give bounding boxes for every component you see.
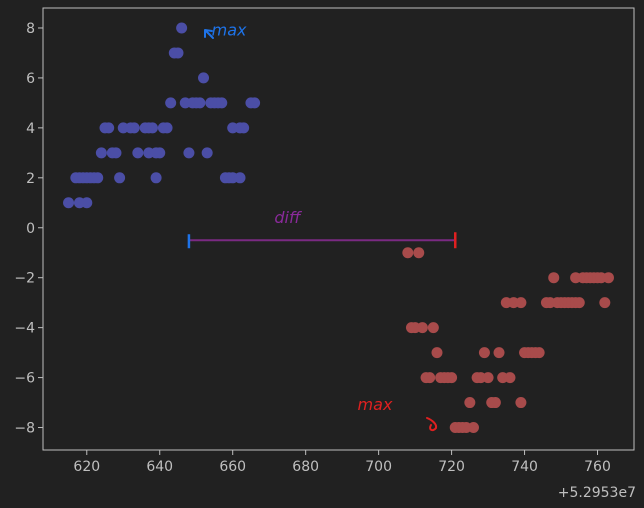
data-point: [161, 122, 173, 134]
y-tick-label: 2: [26, 171, 35, 187]
blue-max-arrow: [204, 29, 214, 39]
x-tick-label: 720: [438, 459, 465, 475]
data-point: [573, 297, 585, 309]
data-point: [482, 372, 494, 384]
data-point: [427, 322, 439, 334]
x-tick-label: 640: [146, 459, 173, 475]
data-point: [249, 97, 261, 109]
data-point: [515, 397, 527, 409]
x-tick-label: 700: [365, 459, 392, 475]
data-point: [194, 97, 206, 109]
data-point: [599, 297, 611, 309]
data-point: [467, 422, 479, 434]
y-tick-label: −6: [14, 371, 35, 387]
x-axis-offset-label: +5.2953e7: [558, 485, 636, 501]
data-point: [176, 22, 188, 34]
data-point: [154, 147, 166, 159]
x-tick-label: 760: [584, 459, 611, 475]
y-tick-label: −8: [14, 421, 35, 437]
x-tick-label: 680: [292, 459, 319, 475]
annotations: max max diff: [187, 20, 457, 432]
data-point: [504, 372, 516, 384]
data-point: [110, 147, 122, 159]
data-point: [95, 147, 107, 159]
data-point: [81, 197, 93, 209]
y-tick-label: 8: [26, 21, 35, 37]
data-point: [446, 372, 458, 384]
data-point: [489, 397, 501, 409]
data-point: [132, 147, 144, 159]
y-tick-label: −2: [14, 271, 35, 287]
plot-frame: [42, 7, 635, 451]
red-max-arrow: [426, 417, 438, 432]
data-point: [424, 372, 436, 384]
data-point: [183, 147, 195, 159]
data-point: [234, 172, 246, 184]
data-point: [146, 122, 158, 134]
y-tick-label: 4: [26, 121, 35, 137]
annotation-label: max: [358, 395, 393, 414]
data-point: [493, 347, 505, 359]
data-point: [478, 347, 490, 359]
axes: 620 640 660 680 700 720 740 760 −8 −6 −4 −2 0 2 4 6 8: [14, 21, 611, 475]
y-tick-label: 0: [26, 221, 35, 237]
data-point: [402, 247, 414, 259]
data-point: [201, 147, 213, 159]
data-point: [548, 272, 560, 284]
data-point: [464, 397, 476, 409]
data-point: [103, 122, 115, 134]
data-point: [413, 247, 425, 259]
data-point: [172, 47, 184, 59]
data-point: [165, 97, 177, 109]
annotation-label: diff: [274, 208, 303, 227]
data-point: [128, 122, 140, 134]
data-point: [431, 347, 443, 359]
x-tick-label: 740: [511, 459, 538, 475]
y-tick-label: 6: [26, 71, 35, 87]
data-point: [533, 347, 545, 359]
data-point: [515, 297, 527, 309]
plot-marks: [63, 22, 614, 434]
data-point: [238, 122, 250, 134]
x-tick-label: 660: [219, 459, 246, 475]
data-point: [92, 172, 104, 184]
data-point: [602, 272, 614, 284]
data-point: [150, 172, 162, 184]
annotation-label: max: [212, 20, 247, 39]
x-tick-label: 620: [73, 459, 100, 475]
data-point: [416, 322, 428, 334]
data-point: [63, 197, 75, 209]
data-point: [198, 72, 210, 84]
data-point: [114, 172, 126, 184]
data-point: [216, 97, 228, 109]
y-tick-label: −4: [14, 321, 35, 337]
